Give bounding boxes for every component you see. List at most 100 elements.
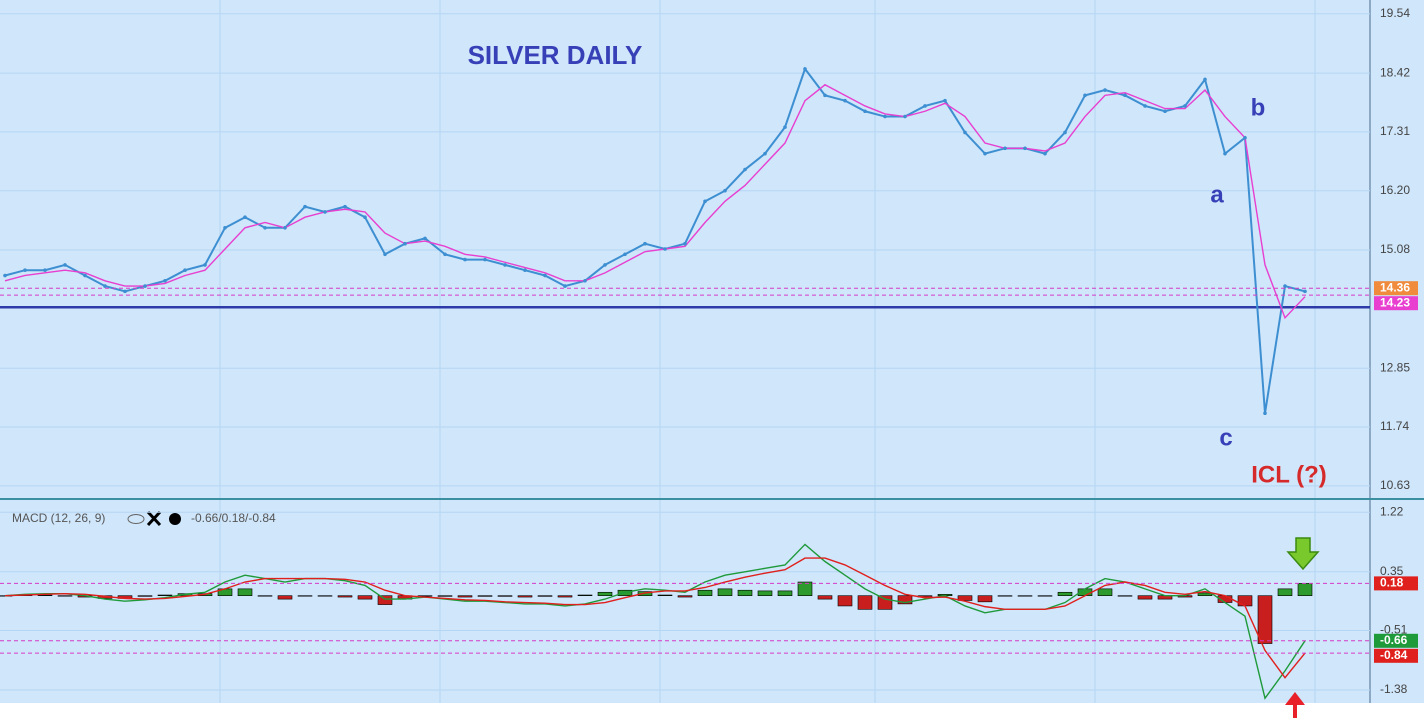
up-arrow: [1285, 692, 1305, 718]
price-point: [123, 289, 127, 294]
indicator-values: -0.66/0.18/-0.84: [191, 511, 276, 525]
price-point: [1203, 77, 1207, 82]
price-point: [1043, 151, 1047, 156]
level-label: 14.36: [1380, 280, 1410, 294]
histogram-bar: [1117, 595, 1133, 597]
histogram-bar: [857, 595, 873, 610]
level-label: -0.66: [1380, 633, 1408, 647]
price-point: [843, 98, 847, 103]
histogram-bar: [997, 595, 1013, 597]
price-point: [183, 268, 187, 272]
histogram-bar: [477, 595, 493, 597]
price-point: [363, 215, 367, 220]
price-point: [203, 263, 207, 267]
histogram-bar: [137, 595, 153, 597]
price-point: [163, 278, 167, 283]
series-line: [4, 543, 1306, 700]
price-point: [1103, 88, 1107, 92]
price-point: [443, 252, 447, 257]
histogram-bar: [1097, 588, 1113, 596]
histogram-bar: [557, 595, 573, 598]
level-tag: [1374, 281, 1418, 296]
price-point: [543, 273, 547, 278]
annotation: b: [1251, 94, 1266, 121]
y-tick-label: 19.54: [1380, 6, 1410, 20]
price-point: [503, 263, 507, 267]
level-tag: [1374, 648, 1418, 663]
price-point: [1123, 93, 1127, 98]
series-line: [4, 66, 1306, 414]
price-point: [803, 67, 807, 71]
chart-title: SILVER DAILY: [468, 40, 643, 70]
histogram-bar: [737, 589, 753, 596]
level-label: 14.23: [1380, 295, 1410, 309]
histogram-bar: [497, 595, 513, 597]
price-point: [1003, 146, 1007, 151]
level-tag: [1374, 633, 1418, 648]
histogram-bar: [357, 595, 373, 600]
price-point: [3, 273, 7, 278]
price-point: [463, 257, 467, 262]
price-point: [23, 268, 27, 272]
indicator-title: MACD (12, 26, 9): [12, 511, 105, 525]
price-point: [643, 241, 647, 246]
close-icon[interactable]: [146, 510, 162, 527]
indicator-icons: [127, 510, 181, 527]
plot-layer: 10.63 11.74 12.85 15.08 16.20 17.31 18.42 19.54…: [0, 6, 1418, 700]
level-label: -0.84: [1380, 648, 1408, 662]
histogram-bar: [797, 581, 813, 596]
price-point: [1083, 93, 1087, 98]
histogram-bar: [717, 588, 733, 596]
histogram-bar: [877, 595, 893, 610]
price-point: [303, 204, 307, 209]
level-label: 0.18: [1380, 576, 1404, 590]
price-point: [1223, 151, 1227, 156]
histogram-bar: [257, 595, 273, 597]
histogram-bar: [757, 590, 773, 596]
histogram-bar: [1237, 595, 1253, 607]
price-point: [103, 284, 107, 288]
price-point: [743, 167, 747, 172]
price-point: [143, 284, 147, 288]
price-point: [1283, 284, 1287, 288]
histogram-bar: [1137, 595, 1153, 600]
eye-icon[interactable]: [127, 514, 145, 524]
y-tick-label: -1.38: [1380, 682, 1408, 696]
histogram-bar: [837, 595, 853, 607]
histogram-bar: [577, 594, 593, 596]
price-point: [723, 188, 727, 193]
price-point: [523, 268, 527, 272]
histogram-bar: [1037, 595, 1053, 597]
annotation: c: [1219, 424, 1232, 451]
histogram-bar: [1057, 591, 1073, 596]
price-point: [763, 151, 767, 156]
price-point: [323, 210, 327, 214]
price-point: [1303, 289, 1307, 294]
price-point: [963, 130, 967, 135]
histogram-bar: [317, 595, 333, 597]
histogram-bar: [597, 591, 613, 596]
price-point: [223, 226, 227, 230]
price-point: [603, 263, 607, 267]
histogram-bar: [57, 595, 73, 597]
price-point: [343, 204, 347, 209]
level-tag: [1374, 296, 1418, 311]
settings-icon[interactable]: [169, 513, 181, 525]
price-point: [663, 247, 667, 251]
price-point: [1063, 130, 1067, 135]
histogram-bar: [537, 595, 553, 597]
series-line: [4, 83, 1306, 320]
price-point: [1163, 109, 1167, 114]
price-point: [783, 125, 787, 129]
histogram-bar: [457, 595, 473, 598]
price-point: [423, 236, 427, 241]
price-point: [403, 241, 407, 246]
histogram-bar: [1017, 595, 1033, 597]
price-point: [63, 263, 67, 267]
series-line: [4, 557, 1306, 679]
histogram-bar: [777, 590, 793, 596]
histogram-bar: [657, 594, 673, 596]
background: [0, 0, 1424, 703]
